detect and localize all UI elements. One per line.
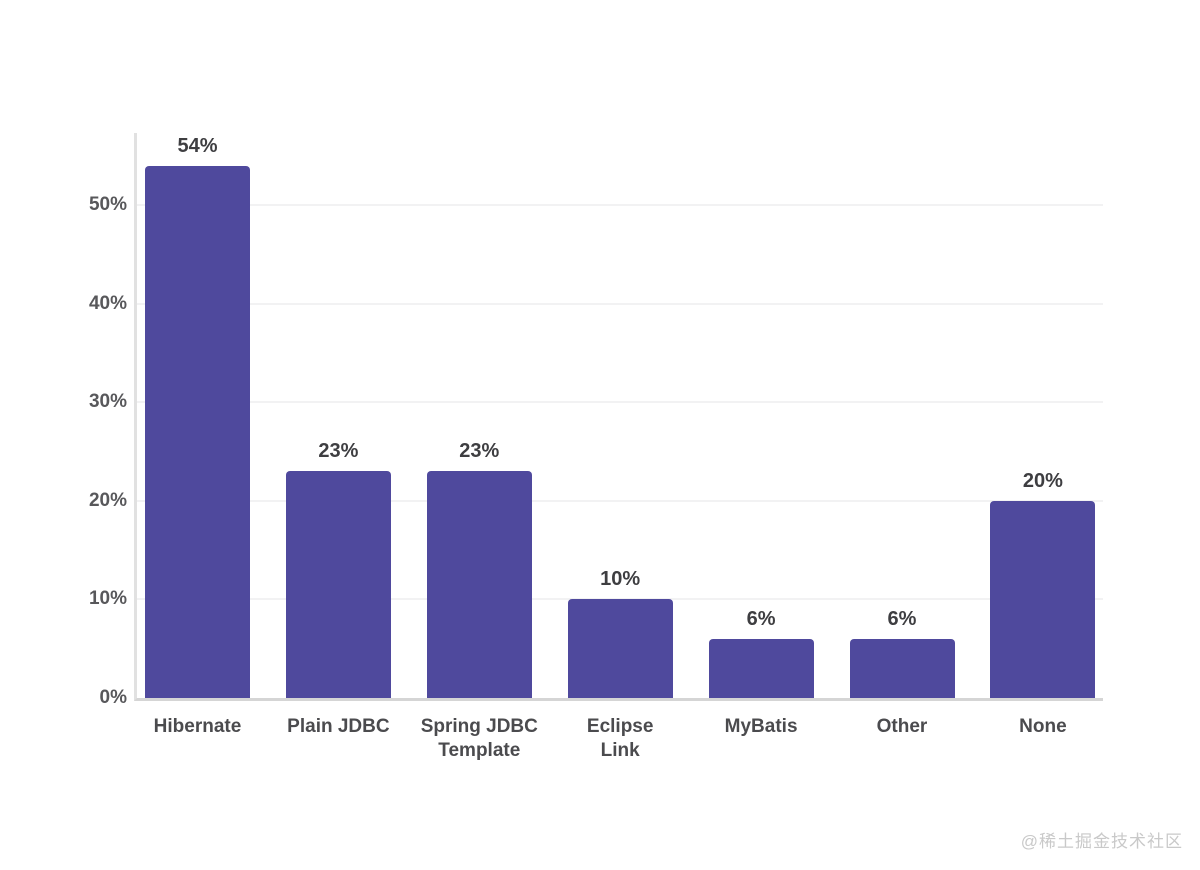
category-label-plain-jdbc: Plain JDBC	[263, 715, 413, 739]
category-label-line: None	[1019, 716, 1067, 737]
bar-other	[849, 639, 955, 698]
bar-spring-jdbc-template	[426, 471, 532, 698]
gridline-30%	[137, 401, 1103, 404]
gridline-50%	[137, 204, 1103, 207]
category-label-spring-jdbc-template: Spring JDBC Template	[404, 715, 554, 763]
y-axis-tick-label: 10%	[88, 588, 127, 610]
y-axis-tick-label: 20%	[88, 489, 127, 511]
value-label-none: 20%	[1022, 470, 1063, 492]
category-label-other: Other	[827, 715, 977, 739]
category-label-line: Other	[876, 716, 928, 737]
value-label-spring-jdbc-template: 23%	[459, 440, 500, 462]
value-label-hibernate: 54%	[177, 135, 218, 157]
y-axis-tick-label: 30%	[88, 391, 127, 413]
bar-none	[990, 501, 1096, 698]
category-label-mybatis: MyBatis	[686, 715, 836, 739]
category-label-line: Eclipse	[586, 716, 654, 737]
watermark-text: @稀土掘金技术社区	[1020, 832, 1183, 851]
category-label-eclipse-link: Eclipse Link	[545, 715, 695, 763]
category-label-line: MyBatis	[724, 716, 798, 737]
category-label-line: Hibernate	[153, 716, 242, 737]
y-axis-tick-label: 50%	[88, 194, 127, 216]
bar-mybatis	[708, 639, 814, 698]
value-label-other: 6%	[887, 608, 917, 630]
bar-hibernate	[145, 166, 250, 698]
category-label-none: None	[968, 715, 1118, 739]
value-label-plain-jdbc: 23%	[318, 440, 359, 462]
category-label-hibernate: Hibernate	[123, 715, 273, 739]
value-label-eclipse-link: 10%	[600, 568, 641, 590]
plot-area: 0% 10% 20% 30% 40% 50% 54% Hibernate 23% Plain JD…	[89, 133, 1103, 761]
category-label-line: Template	[438, 740, 521, 761]
value-label-mybatis: 6%	[746, 608, 776, 630]
bar-eclipse-link	[567, 599, 673, 698]
y-axis-tick-label: 0%	[99, 687, 127, 708]
category-label-line: Spring JDBC	[420, 716, 538, 737]
category-label-line: Link	[600, 740, 640, 761]
gridline-20%	[137, 499, 1103, 502]
gridline-40%	[137, 302, 1103, 305]
category-label-line: Plain JDBC	[287, 716, 390, 737]
y-axis-tick-label: 40%	[88, 292, 127, 314]
bar-plain-jdbc	[285, 471, 391, 698]
